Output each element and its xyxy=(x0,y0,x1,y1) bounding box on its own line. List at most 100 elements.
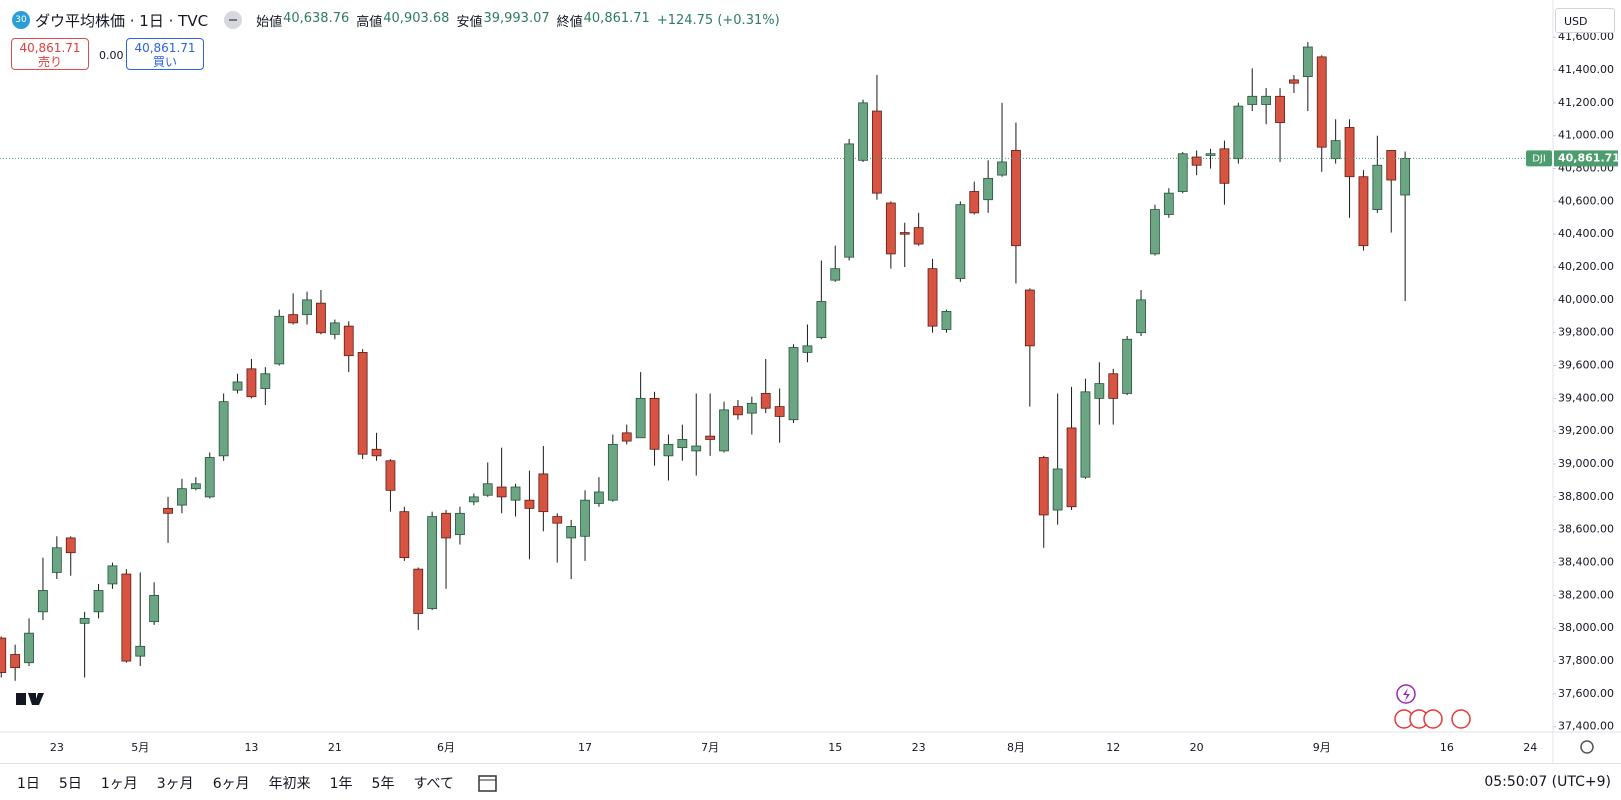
y-tick-label: 37,600.00 xyxy=(1558,687,1614,700)
candle-body xyxy=(1136,299,1146,334)
x-tick-label: 20 xyxy=(1190,741,1204,754)
candle-body xyxy=(1330,140,1341,160)
candle-body xyxy=(1316,56,1327,148)
candle-body xyxy=(1150,209,1160,255)
candle-body xyxy=(1191,156,1202,166)
y-tick-label: 41,600.00 xyxy=(1558,30,1614,43)
legend-value: 40,638.76 xyxy=(283,10,350,26)
candle-body xyxy=(705,435,716,440)
range-button[interactable]: 1日 xyxy=(17,775,40,792)
candle-body xyxy=(1024,289,1035,347)
candle-body xyxy=(774,406,785,417)
settings-icon[interactable] xyxy=(1580,740,1594,754)
event-flag[interactable] xyxy=(1451,709,1471,729)
currency-select[interactable]: USD xyxy=(1555,8,1615,33)
candle-body xyxy=(121,573,132,662)
candle-body xyxy=(1289,79,1299,84)
y-tick-label: 40,000.00 xyxy=(1558,293,1614,306)
range-button[interactable]: 6ヶ月 xyxy=(212,775,250,792)
symbol-tag xyxy=(1526,150,1552,167)
event-flag[interactable] xyxy=(1423,709,1443,729)
candle-body xyxy=(1275,95,1285,123)
candle-body xyxy=(468,496,479,503)
calendar xyxy=(478,774,497,792)
candle-body xyxy=(899,232,910,235)
x-tick-label: 13 xyxy=(244,741,258,754)
candle-body xyxy=(1205,153,1216,156)
candle-body xyxy=(232,381,243,391)
y-tick-label: 41,400.00 xyxy=(1558,63,1614,76)
y-tick-label: 37,800.00 xyxy=(1558,654,1614,667)
candle-body xyxy=(1400,157,1411,196)
candle-body xyxy=(177,488,187,506)
change: +124.75 (+0.31%) xyxy=(656,12,780,28)
x-tick-label: 16 xyxy=(1440,741,1454,754)
candle-body xyxy=(858,102,868,161)
collapse-button[interactable] xyxy=(224,11,243,29)
legend-value: 40,903.68 xyxy=(383,10,450,26)
candle-body xyxy=(371,448,382,457)
y-tick-label: 41,000.00 xyxy=(1558,129,1614,142)
x-tick-label: 9月 xyxy=(1313,741,1331,754)
x-tick-label: 24 xyxy=(1523,741,1537,754)
symbol-title[interactable]: ダウ平均株価 · 1日 · TVC xyxy=(35,11,209,30)
candle-body xyxy=(260,373,271,389)
candle-body xyxy=(621,432,632,442)
range-button[interactable]: 1ヶ月 xyxy=(100,775,138,792)
candle-body xyxy=(941,310,952,330)
candle-body xyxy=(1261,95,1272,105)
candle-body xyxy=(246,368,257,398)
candle-body xyxy=(872,110,882,194)
symbol-badge: 30 xyxy=(12,11,30,29)
candle-body xyxy=(969,191,980,214)
y-tick-label: 39,400.00 xyxy=(1558,391,1614,404)
legend-value: 39,993.07 xyxy=(483,10,550,26)
y-tick-label: 38,600.00 xyxy=(1558,523,1614,536)
y-tick-label: 39,800.00 xyxy=(1558,326,1614,339)
range-button[interactable]: すべて xyxy=(413,775,454,792)
candle-body xyxy=(274,315,285,365)
tradingview-logo xyxy=(16,693,44,705)
x-tick-label: 12 xyxy=(1106,741,1120,754)
sell-button[interactable]: 40,861.71 売り xyxy=(11,38,89,70)
x-tick-label: 7月 xyxy=(701,741,719,754)
candle-body xyxy=(1372,164,1383,210)
symbol-tag-text: DJI xyxy=(1532,153,1546,164)
candle-body xyxy=(788,347,799,421)
event-icon[interactable] xyxy=(1396,684,1416,704)
candle-body xyxy=(496,486,507,498)
y-tick-label: 38,800.00 xyxy=(1558,490,1614,503)
candle-body xyxy=(1052,468,1063,511)
candle-body xyxy=(288,314,299,324)
date-range-icon[interactable] xyxy=(476,772,500,794)
range-button[interactable]: 1年 xyxy=(329,775,353,792)
buy-button[interactable]: 40,861.71 買い xyxy=(126,38,204,70)
range-button[interactable]: 5年 xyxy=(371,775,395,792)
spread: 0.00 xyxy=(99,49,124,62)
x-tick-label: 23 xyxy=(50,741,64,754)
buy-label: 買い xyxy=(152,55,177,69)
candle-body xyxy=(1080,391,1091,478)
sell-price: 40,861.71 xyxy=(19,41,81,55)
candle-body xyxy=(594,491,604,504)
y-tick-label: 38,000.00 xyxy=(1558,621,1614,634)
clock[interactable]: 05:50:07 (UTC+9) xyxy=(1484,774,1611,790)
candle-body xyxy=(385,460,396,491)
candle-body xyxy=(538,473,549,513)
candle-body xyxy=(357,352,368,455)
candle-body xyxy=(649,397,660,450)
candle-body xyxy=(927,268,938,327)
candle-body xyxy=(719,409,729,452)
range-button[interactable]: 5日 xyxy=(58,775,82,792)
range-button[interactable]: 3ヶ月 xyxy=(156,775,194,792)
candle-body xyxy=(413,568,424,614)
candle-body xyxy=(913,227,924,245)
candle-body xyxy=(93,590,104,613)
candle-body xyxy=(218,401,229,457)
candle-body xyxy=(816,301,827,339)
range-button[interactable]: 年初来 xyxy=(268,775,311,792)
candle-body xyxy=(482,483,493,496)
buy-price: 40,861.71 xyxy=(134,41,196,55)
candle-body xyxy=(830,268,841,281)
y-tick-label: 37,400.00 xyxy=(1558,720,1614,733)
